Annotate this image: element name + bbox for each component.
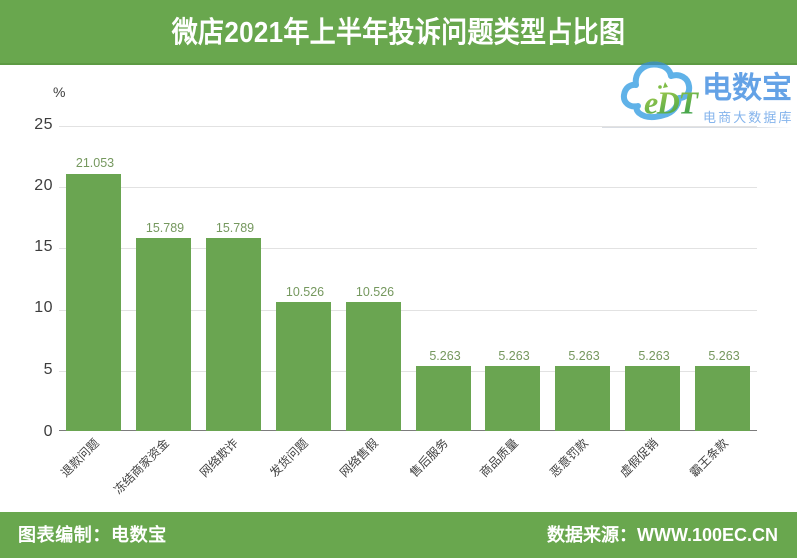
svg-text:eDT: eDT xyxy=(644,85,699,121)
